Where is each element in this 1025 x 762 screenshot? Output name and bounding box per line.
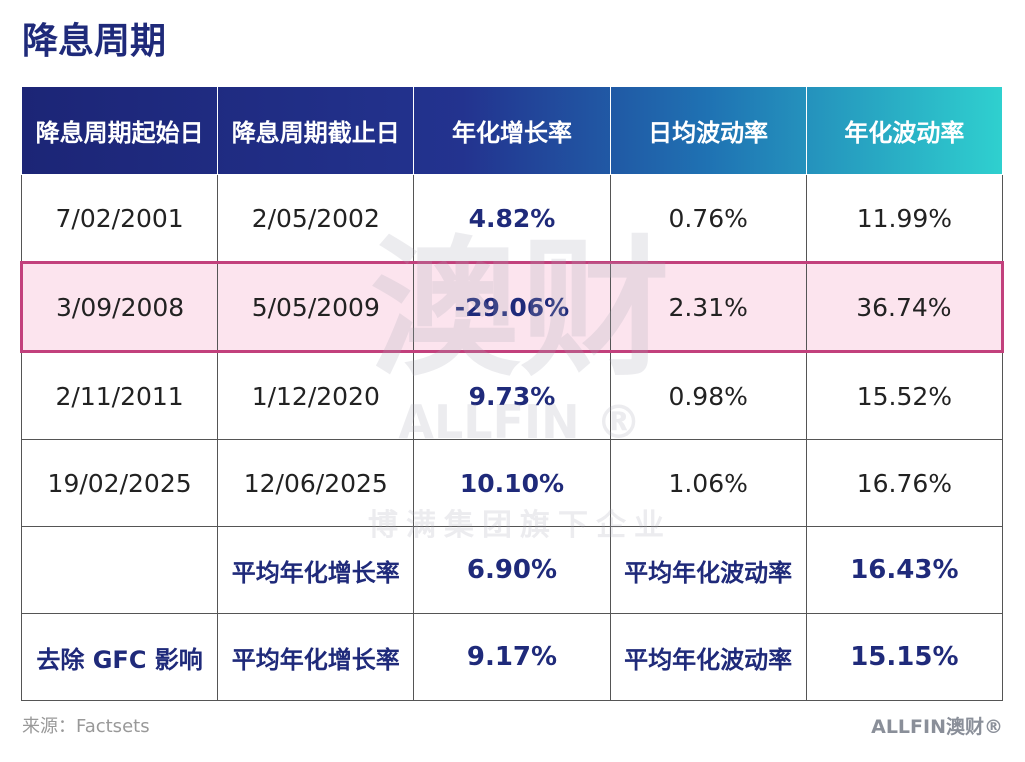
table-row: 去除 GFC 影响 平均年化增长率 9.17% 平均年化波动率 15.15%: [20, 613, 1004, 701]
table-cell: 15.15%: [805, 613, 1004, 701]
table-cell: 9.17%: [413, 613, 611, 701]
table-cell: 2/05/2002: [217, 174, 415, 263]
table-row: 19/02/2025 12/06/2025 10.10% 1.06% 16.76%: [20, 439, 1004, 527]
table-cell: 10.10%: [413, 439, 611, 527]
table-row: 2/11/2011 1/12/2020 9.73% 0.98% 15.52%: [20, 351, 1004, 440]
table-cell: 平均年化增长率: [217, 526, 415, 614]
table-cell: 12/06/2025: [217, 439, 415, 527]
column-header: 年化增长率: [413, 87, 611, 175]
table-cell: 11.99%: [805, 174, 1004, 263]
table-row: 3/09/2008 5/05/2009 -29.06% 2.31% 36.74%: [19, 261, 1005, 353]
footer-logo: ALLFIN澳财®: [871, 716, 1003, 738]
column-header: 年化波动率: [805, 87, 1004, 175]
table-cell: 16.43%: [805, 526, 1004, 614]
column-header: 降息周期起始日: [20, 87, 219, 175]
data-table: 降息周期起始日 降息周期截止日 年化增长率 日均波动率 年化波动率 7/02/2001 2…: [19, 87, 1005, 701]
table-cell: 4.82%: [413, 174, 611, 263]
table-row: 7/02/2001 2/05/2002 4.82% 0.76% 11.99%: [20, 174, 1004, 263]
table-cell: 36.74%: [805, 261, 1005, 353]
table-cell: 1.06%: [609, 439, 807, 527]
table-cell: 19/02/2025: [20, 439, 219, 527]
title: 降息周期: [22, 21, 167, 62]
table-cell: 0.98%: [609, 351, 807, 440]
source: 来源：Factsets: [22, 716, 150, 737]
table-cell: 0.76%: [609, 174, 807, 263]
table-cell: 3/09/2008: [19, 261, 219, 353]
table-cell: 5/05/2009: [217, 261, 415, 353]
table-cell: 2.31%: [609, 261, 807, 353]
table-cell: 15.52%: [805, 351, 1004, 440]
table-cell: 去除 GFC 影响: [20, 613, 219, 701]
table-cell: 9.73%: [413, 351, 611, 440]
table-cell: 平均年化波动率: [609, 526, 807, 614]
table-cell: 2/11/2011: [20, 351, 219, 440]
table-cell: [20, 526, 219, 614]
table-cell: 6.90%: [413, 526, 611, 614]
table-cell: 平均年化波动率: [609, 613, 807, 701]
table-cell: 7/02/2001: [20, 174, 219, 263]
table-body: 7/02/2001 2/05/2002 4.82% 0.76% 11.99% 3/09/2…: [19, 174, 1005, 701]
table-cell: -29.06%: [413, 261, 611, 353]
table-row: 平均年化增长率 6.90% 平均年化波动率 16.43%: [20, 526, 1004, 614]
header-row: 降息周期起始日 降息周期截止日 年化增长率 日均波动率 年化波动率: [20, 87, 1004, 175]
table-cell: 1/12/2020: [217, 351, 415, 440]
table-cell: 16.76%: [805, 439, 1004, 527]
column-header: 降息周期截止日: [217, 87, 415, 175]
table-cell: 平均年化增长率: [217, 613, 415, 701]
column-header: 日均波动率: [609, 87, 807, 175]
